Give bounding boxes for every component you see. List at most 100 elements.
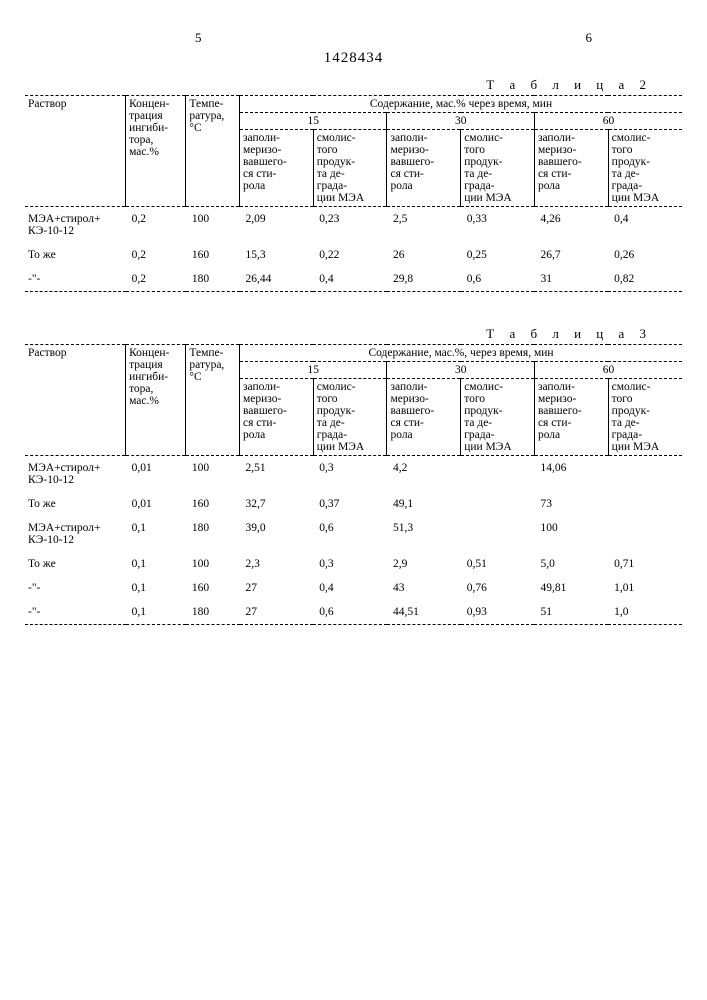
- cell: 100: [186, 207, 240, 244]
- cell: 73: [534, 492, 608, 516]
- cell: 5,0: [534, 552, 608, 576]
- t3-h-d15: смолис-тогопродук-та де-града-ции МЭА: [313, 379, 387, 456]
- t3-h-p30: заполи-меризо-вавшего-ся сти-рола: [387, 379, 461, 456]
- cell: 0,6: [313, 600, 387, 625]
- t3-h-content: Содержание, мас.%, через время, мин: [240, 345, 683, 362]
- cell: 0,26: [608, 243, 682, 267]
- cell: 0,82: [608, 267, 682, 292]
- table2: Раствор Концен-трацияингиби-тора,мас.% Т…: [25, 95, 682, 292]
- cell: 0,2: [126, 243, 186, 267]
- t3-h-conc: Концен-трацияингиби-тора,мас.%: [126, 345, 186, 456]
- cell: [608, 456, 682, 493]
- table-row: -"- 0,1 160 27 0,4 43 0,76 49,81 1,01: [25, 576, 682, 600]
- cell: 0,3: [313, 552, 387, 576]
- cell: -"-: [25, 267, 126, 292]
- cell: 0,33: [461, 207, 535, 244]
- cell: -"-: [25, 576, 126, 600]
- t3-h-15: 15: [240, 362, 387, 379]
- cell: 49,1: [387, 492, 461, 516]
- cell: 160: [186, 576, 240, 600]
- cell: 0,01: [126, 492, 186, 516]
- t3-h-temp: Темпе-ратура,°С: [186, 345, 240, 456]
- table-row: -"- 0,2 180 26,44 0,4 29,8 0,6 31 0,82: [25, 267, 682, 292]
- cell: 0,71: [608, 552, 682, 576]
- cell: 0,4: [313, 267, 387, 292]
- cell: 0,25: [461, 243, 535, 267]
- page-num-left: 5: [195, 30, 202, 46]
- table3-caption: Т а б л и ц а 3: [25, 326, 652, 342]
- t3-h-30: 30: [387, 362, 534, 379]
- t2-h-30: 30: [387, 113, 534, 130]
- cell: 0,22: [313, 243, 387, 267]
- cell: 2,51: [240, 456, 314, 493]
- cell: 51: [534, 600, 608, 625]
- cell: 0,4: [313, 576, 387, 600]
- cell: 14,06: [534, 456, 608, 493]
- page-num-right: 6: [586, 30, 593, 46]
- cell: [461, 456, 535, 493]
- cell: 180: [186, 600, 240, 625]
- cell: 4,26: [534, 207, 608, 244]
- table-row: МЭА+стирол+КЭ-10-12 0,01 100 2,51 0,3 4,…: [25, 456, 682, 493]
- t2-h-p15: заполи-меризо-вавшего-ся сти-рола: [240, 130, 314, 207]
- cell: 0,6: [313, 516, 387, 552]
- t2-h-60: 60: [534, 113, 682, 130]
- cell: 0,23: [313, 207, 387, 244]
- cell: 0,51: [461, 552, 535, 576]
- table-row: -"- 0,1 180 27 0,6 44,51 0,93 51 1,0: [25, 600, 682, 625]
- cell: 0,1: [126, 516, 186, 552]
- t3-h-d60: смолис-тогопродук-та де-града-ции МЭА: [608, 379, 682, 456]
- t2-h-p60: заполи-меризо-вавшего-ся сти-рола: [534, 130, 608, 207]
- cell: 0,1: [126, 600, 186, 625]
- cell: [608, 492, 682, 516]
- cell: 2,9: [387, 552, 461, 576]
- cell: 27: [240, 576, 314, 600]
- t3-h-d30: смолис-тогопродук-та де-града-ции МЭА: [461, 379, 535, 456]
- t2-h-d60: смолис-тогопродук-та де-града-ции МЭА: [608, 130, 682, 207]
- table3: Раствор Концен-трацияингиби-тора,мас.% Т…: [25, 344, 682, 625]
- table-row: МЭА+стирол+КЭ-10-12 0,2 100 2,09 0,23 2,…: [25, 207, 682, 244]
- cell: 160: [186, 492, 240, 516]
- cell: 0,76: [461, 576, 535, 600]
- document-number: 1428434: [25, 50, 682, 67]
- cell: -"-: [25, 600, 126, 625]
- cell: [461, 492, 535, 516]
- t3-h-p60: заполи-меризо-вавшего-ся сти-рола: [534, 379, 608, 456]
- t2-h-temp: Темпе-ратура,°С: [186, 96, 240, 207]
- cell: 0,93: [461, 600, 535, 625]
- cell: 100: [186, 552, 240, 576]
- cell: 39,0: [240, 516, 314, 552]
- cell: 0,1: [126, 552, 186, 576]
- cell: 180: [186, 267, 240, 292]
- table-row: То же 0,01 160 32,7 0,37 49,1 73: [25, 492, 682, 516]
- t3-h-60: 60: [534, 362, 682, 379]
- table-row: То же 0,1 100 2,3 0,3 2,9 0,51 5,0 0,71: [25, 552, 682, 576]
- cell: То же: [25, 492, 126, 516]
- cell: 26,44: [240, 267, 314, 292]
- t2-h-solution: Раствор: [25, 96, 126, 207]
- t2-h-conc: Концен-трацияингиби-тора,мас.%: [126, 96, 186, 207]
- table2-caption: Т а б л и ц а 2: [25, 77, 652, 93]
- cell: МЭА+стирол+КЭ-10-12: [25, 456, 126, 493]
- cell: 0,4: [608, 207, 682, 244]
- cell: 0,01: [126, 456, 186, 493]
- cell: 1,0: [608, 600, 682, 625]
- cell: 180: [186, 516, 240, 552]
- cell: 49,81: [534, 576, 608, 600]
- cell: МЭА+стирол+КЭ-10-12: [25, 516, 126, 552]
- cell: 29,8: [387, 267, 461, 292]
- cell: [608, 516, 682, 552]
- cell: 1,01: [608, 576, 682, 600]
- cell: [461, 516, 535, 552]
- cell: 0,3: [313, 456, 387, 493]
- t3-h-solution: Раствор: [25, 345, 126, 456]
- cell: 2,3: [240, 552, 314, 576]
- t2-h-d30: смолис-тогопродук-та де-града-ции МЭА: [461, 130, 535, 207]
- cell: 160: [186, 243, 240, 267]
- table-row: МЭА+стирол+КЭ-10-12 0,1 180 39,0 0,6 51,…: [25, 516, 682, 552]
- cell: 2,5: [387, 207, 461, 244]
- cell: 0,2: [126, 267, 186, 292]
- cell: 26,7: [534, 243, 608, 267]
- cell: 51,3: [387, 516, 461, 552]
- cell: 44,51: [387, 600, 461, 625]
